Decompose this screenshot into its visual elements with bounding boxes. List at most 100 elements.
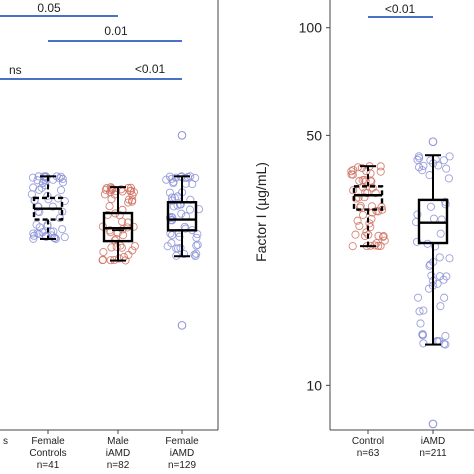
left-female-controls-point [33,229,42,238]
left-significance-label: 0.01 [104,24,128,38]
right-iamd-point [426,202,436,211]
right-y-tick-label: 50 [306,127,322,143]
left-female-iamd-point [179,249,189,259]
right-control-point [374,207,383,216]
right-control-point [349,165,358,174]
left-x-tick-label: n=82 [107,460,130,471]
left-female-iamd-point [191,252,200,261]
right-iamd-point [442,164,451,173]
right-iamd-box [417,198,449,245]
right-iamd-point [419,161,428,170]
right-control-point [363,189,372,198]
left-female-iamd-point [193,230,202,239]
right-iamd-point [435,253,444,262]
left-male-iamd-point [129,222,138,231]
left-male-iamd-point [130,242,139,251]
right-iamd-point [440,293,449,302]
right-control-point [362,228,371,237]
right-control-point [376,241,385,250]
left-female-controls-point [49,227,58,236]
right-iamd-point [418,330,427,339]
left-female-iamd-outlier [177,130,187,140]
right-control-point [360,193,369,202]
right-x-tick-label: iAMD [421,436,445,447]
left-x-tick-label: iAMD [106,448,130,459]
left-female-iamd-point [190,250,199,259]
right-control-point [355,176,364,186]
left-male-iamd-point [124,250,133,259]
right-iamd-point [427,271,436,280]
right-control-point [353,216,362,225]
right-iamd-point [419,339,428,348]
left-female-controls-point [32,220,41,229]
right-control-point [348,242,357,251]
left-male-iamd-point [99,247,108,257]
left-female-iamd-point [176,200,185,209]
right-iamd-point [444,174,453,183]
right-control-point [380,236,389,245]
right-control-point [374,231,383,240]
left-x-tick-label: Female [31,436,65,447]
left-female-controls-point [43,191,52,200]
right-iamd-point [445,254,454,263]
left-x-tick-label: Male [107,436,129,447]
left-female-iamd-point [191,173,200,183]
left-female-controls-point [56,186,66,195]
right-control-point [353,163,363,172]
left-female-iamd-point [165,188,174,197]
right-iamd-point [439,156,448,165]
right-iamd-point [445,152,454,161]
left-female-controls-point [56,172,66,181]
right-iamd-point [436,302,445,311]
left-x-tick-label-cut: s [3,436,8,447]
right-control-point [355,203,365,212]
right-y-tick-label: 10 [306,377,322,393]
right-iamd-point [413,210,422,219]
right-control-point [366,169,375,178]
left-female-iamd-point [192,241,201,250]
left-female-controls-point [55,174,64,183]
left-female-iamd-point [167,196,177,205]
left-male-iamd-point [118,217,127,226]
left-female-iamd-point [165,213,175,222]
right-iamd-outlier [428,137,438,146]
right-iamd-point [416,319,425,328]
left-male-iamd-point [126,183,136,192]
right-significance-label: <0.01 [385,2,416,16]
right-control-point [371,189,380,198]
left-female-iamd-point [162,175,171,184]
left-male-iamd-point [112,242,121,251]
right-control-point [351,230,360,239]
right-iamd-point [414,293,423,302]
right-iamd-point [419,306,428,315]
right-iamd-point [429,214,438,223]
left-female-iamd-point [163,242,172,251]
left-male-iamd-point [124,198,133,207]
left-female-controls-point [58,225,67,234]
left-female-iamd-point [175,232,184,241]
left-male-iamd-point [107,243,116,252]
left-female-iamd-point [167,174,176,183]
right-iamd-point [414,152,423,161]
right-control-point [347,170,356,179]
left-female-controls-point [50,233,59,242]
right-control-point [379,232,388,241]
left-female-controls-point [28,173,37,182]
left-female-controls-point [37,183,46,192]
right-control-point [365,219,374,228]
right-x-tick-label: n=63 [357,448,380,459]
left-male-iamd-point [118,231,128,240]
left-female-controls-point [60,197,69,206]
left-male-iamd-point [117,243,126,252]
left-female-iamd-point [192,233,201,242]
right-control-point [360,175,369,184]
left-female-controls-point [60,233,69,242]
left-significance-label: ns [9,63,22,77]
right-iamd-point [441,197,450,206]
right-control-point [367,202,376,211]
left-female-iamd-point [169,179,178,188]
left-male-iamd-point [98,255,108,264]
left-x-tick-label: iAMD [170,448,194,459]
left-female-controls-point [35,185,44,194]
